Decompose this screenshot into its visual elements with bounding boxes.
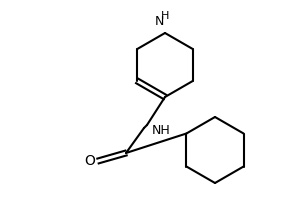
Text: O: O	[85, 154, 95, 168]
Text: N: N	[154, 15, 164, 28]
Text: NH: NH	[152, 124, 171, 138]
Text: H: H	[161, 11, 169, 21]
